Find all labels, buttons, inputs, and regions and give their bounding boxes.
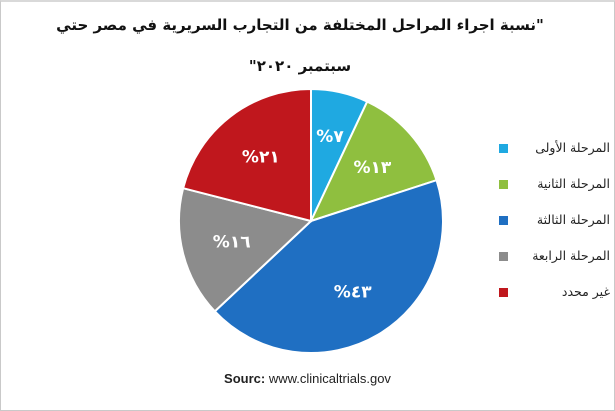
- legend-swatch-3: [499, 216, 508, 225]
- chart-title-line-1: "نسبة اجراء المراحل المختلفة من التجارب …: [56, 16, 544, 34]
- chart-legend: المرحلة الأولى المرحلة الثانية المرحلة الث…: [499, 139, 610, 319]
- pie-slice-label-3: %٤٣: [334, 282, 372, 302]
- legend-item-4: المرحلة الرابعة: [499, 247, 610, 267]
- legend-item-2: المرحلة الثانية: [499, 175, 610, 195]
- pie-slice-label-5: %٢١: [242, 147, 280, 167]
- chart-title-line-2: سبتمبر ٢٠٢٠": [248, 57, 352, 75]
- pie-slice-label-1: %٧: [316, 127, 344, 147]
- legend-item-5: غير محدد: [499, 283, 610, 303]
- legend-label-3: المرحلة الثالثة: [536, 212, 610, 227]
- legend-swatch-5: [499, 288, 508, 297]
- source-prefix: Sourc:: [224, 371, 266, 386]
- legend-label-5: غير محدد: [561, 284, 610, 299]
- source-url: www.clinicaltrials.gov: [268, 371, 391, 386]
- pie-slice-3: [213, 178, 444, 354]
- legend-item-3: المرحلة الثالثة: [499, 211, 610, 231]
- pie-slice-label-2: %١٣: [353, 158, 391, 178]
- legend-swatch-2: [499, 180, 508, 189]
- legend-item-1: المرحلة الأولى: [499, 139, 610, 159]
- legend-label-2: المرحلة الثانية: [537, 176, 610, 191]
- legend-label-4: المرحلة الرابعة: [532, 248, 610, 263]
- source-note: Sourc: www.clinicaltrials.gov: [0, 371, 615, 386]
- pie-slice-label-4: %١٦: [213, 232, 251, 252]
- pie-slice-2: [309, 100, 438, 223]
- legend-swatch-4: [499, 252, 508, 261]
- pie-slice-4: [178, 186, 314, 313]
- legend-label-1: المرحلة الأولى: [535, 140, 610, 155]
- legend-swatch-1: [499, 144, 508, 153]
- pie-slice-5: [181, 87, 312, 223]
